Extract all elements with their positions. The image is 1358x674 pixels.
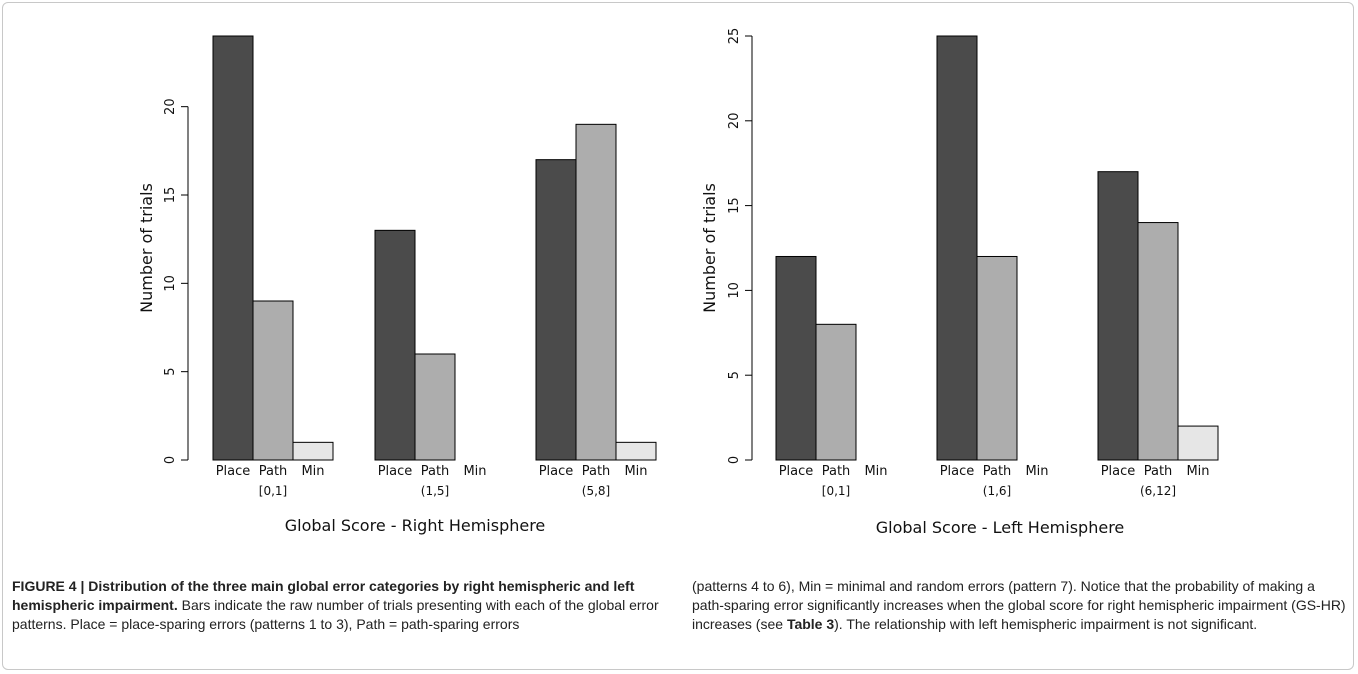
bar-label: Place: [216, 464, 251, 479]
bar-label: Path: [1144, 464, 1173, 479]
chart-right-hemisphere: 0 5 10 15 20 Number of trials Place Path Min [0,1…: [137, 35, 657, 535]
bar-place: [374, 229, 416, 461]
y-axis-label: Number of trials: [137, 183, 156, 313]
bar-place: [212, 35, 254, 461]
bar-place: [1097, 171, 1139, 461]
bar-label: Min: [301, 464, 324, 479]
bar-label: Min: [1025, 464, 1048, 479]
figure-caption-right: (patterns 4 to 6), Min = minimal and ran…: [692, 577, 1347, 634]
caption-text-3: ). The relationship with left hemispheri…: [834, 616, 1258, 632]
bar-path: [414, 353, 456, 461]
y-tick-label: 5: [163, 368, 178, 376]
y-tick-label: 20: [727, 113, 742, 130]
y-tick-label: 20: [163, 98, 178, 115]
bar-path: [252, 300, 294, 461]
bar-label: Place: [539, 464, 574, 479]
bar-path: [976, 255, 1018, 461]
category-label: [0,1]: [259, 484, 287, 498]
bar-path: [575, 123, 617, 461]
caption-table-ref[interactable]: Table 3: [786, 616, 835, 632]
bar-label: Path: [822, 464, 851, 479]
bar-label: Path: [983, 464, 1012, 479]
caption-text-2: (patterns 4 to 6), Min = minimal and ran…: [692, 578, 1346, 632]
bar-label: Place: [940, 464, 975, 479]
x-axis-label: Global Score - Left Hemisphere: [876, 518, 1125, 537]
bar-label: Place: [378, 464, 413, 479]
y-tick-label: 0: [727, 456, 742, 464]
bar-path: [815, 323, 857, 461]
category-label: (6,12]: [1140, 484, 1176, 498]
y-axis-label: Number of trials: [700, 183, 719, 313]
bar-place: [775, 255, 817, 461]
category-label: [0,1]: [822, 484, 850, 498]
bar-label: Path: [582, 464, 611, 479]
bar-label: Path: [421, 464, 450, 479]
y-tick-label: 25: [727, 28, 742, 45]
bar-label: Place: [1101, 464, 1136, 479]
bar-min: [615, 441, 657, 461]
caption-label: FIGURE 4 | Distribution of the three mai…: [12, 578, 635, 613]
y-tick-label: 15: [727, 197, 742, 214]
category-label: (5,8]: [582, 484, 610, 498]
category-label: (1,5]: [421, 484, 449, 498]
bar-place: [535, 159, 577, 461]
chart-left-hemisphere: 0 5 10 15 20 25 Number of trials Place Path Min [0…: [700, 28, 1219, 537]
y-tick-label: 10: [727, 282, 742, 299]
caption-text-1: Bars indicate the raw number of trials p…: [12, 597, 659, 632]
bar-label: Min: [624, 464, 647, 479]
figure-caption-left: FIGURE 4 | Distribution of the three mai…: [12, 577, 672, 634]
bar-min: [292, 441, 334, 461]
bar-label: Min: [864, 464, 887, 479]
bar-label: Min: [463, 464, 486, 479]
y-tick-label: 15: [163, 187, 178, 204]
bar-label: Place: [779, 464, 814, 479]
y-tick-label: 0: [163, 456, 178, 464]
y-tick-label: 5: [727, 371, 742, 379]
bar-label: Min: [1186, 464, 1209, 479]
bar-label: Path: [259, 464, 288, 479]
bar-min: [1177, 425, 1219, 461]
bar-path: [1137, 222, 1179, 461]
bar-place: [936, 35, 978, 461]
x-axis-label: Global Score - Right Hemisphere: [285, 516, 546, 535]
category-label: (1,6]: [983, 484, 1011, 498]
y-tick-label: 10: [163, 275, 178, 292]
